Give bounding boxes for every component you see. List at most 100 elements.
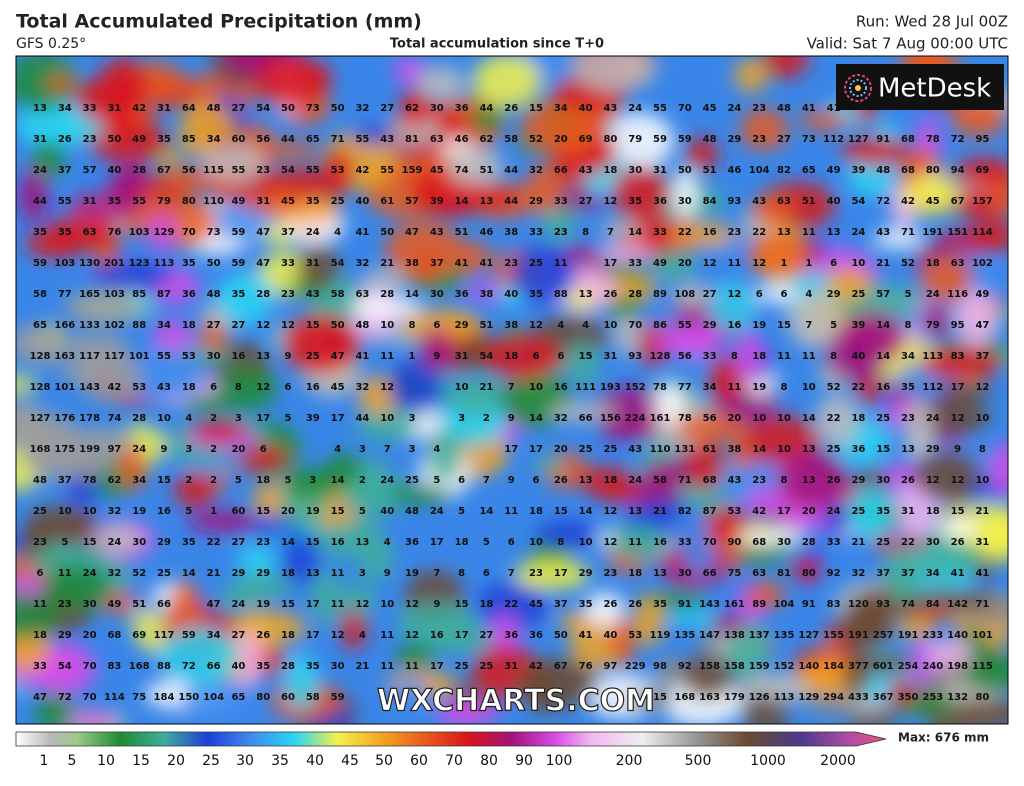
field-blob [40,116,106,141]
field-blob [881,546,922,602]
grid-value: 36 [653,196,667,207]
grid-value: 22 [207,537,221,548]
grid-value: 6 [533,351,540,362]
grid-value: 20 [83,630,97,641]
grid-value: 22 [678,227,692,238]
grid-value: 61 [380,196,394,207]
grid-value: 58 [653,475,667,486]
grid-value: 132 [947,692,968,703]
grid-value: 14 [281,537,295,548]
grid-value: 23 [256,537,270,548]
grid-value: 21 [207,568,221,579]
grid-value: 166 [54,320,75,331]
grid-value: 101 [972,630,993,641]
grid-value: 35 [306,661,320,672]
grid-value: 2 [359,475,366,486]
field-blob [708,354,744,402]
field-blob [734,331,765,379]
field-blob [899,618,934,641]
grid-value: 47 [33,692,47,703]
grid-value: 53 [331,165,345,176]
field-blob [593,386,667,437]
grid-value: 40 [504,289,518,300]
grid-value: 24 [107,537,121,548]
field-blob [173,471,216,508]
grid-value: 163 [699,692,720,703]
field-blob [510,245,576,304]
field-blob [355,404,420,442]
grid-value: 21 [851,537,865,548]
field-blob [750,194,794,225]
field-blob [399,87,428,128]
grid-value: 62 [479,134,493,145]
grid-value: 68 [901,134,915,145]
grid-value: 12 [331,630,345,641]
grid-value: 80 [603,134,617,145]
grid-value: 63 [83,227,97,238]
grid-value: 159 [749,661,770,672]
grid-value: 5 [905,289,912,300]
grid-value: 129 [798,692,819,703]
grid-value: 367 [873,692,894,703]
grid-value: 41 [975,568,989,579]
grid-value: 39 [306,413,320,424]
grid-value: 26 [901,475,915,486]
grid-value: 29 [703,320,717,331]
grid-value: 37 [281,227,295,238]
grid-value: 53 [182,351,196,362]
grid-value: 50 [678,165,692,176]
field-blob [236,545,277,576]
colorbar-label: 80 [480,753,498,769]
grid-value: 32 [851,568,865,579]
grid-value: 40 [851,351,865,362]
grid-value: 56 [703,413,717,424]
field-blob [799,109,849,131]
grid-value: 117 [79,351,100,362]
colorbar-label: 35 [271,753,289,769]
grid-value: 120 [848,599,869,610]
grid-value: 9 [161,444,168,455]
valid-time: Valid: Sat 7 Aug 00:00 UTC [807,35,1008,53]
grid-value: 43 [727,475,741,486]
field-blob [231,573,294,598]
field-blob [937,518,979,539]
grid-value: 101 [54,382,75,393]
grid-value: 11 [58,568,72,579]
field-blob [25,228,84,259]
grid-value: 17 [256,413,270,424]
grid-value: 29 [455,320,469,331]
grid-value: 25 [579,444,593,455]
grid-value: 104 [749,165,770,176]
grid-value: 39 [851,320,865,331]
grid-value: 37 [58,165,72,176]
field-blob [610,165,670,219]
grid-value: 40 [827,196,841,207]
field-blobs [16,56,1008,724]
field-blob [16,56,77,112]
grid-value: 25 [455,661,469,672]
grid-value: 12 [380,382,394,393]
grid-value: 88 [157,661,171,672]
grid-value: 80 [926,165,940,176]
field-blob [389,114,441,145]
grid-value: 240 [922,661,943,672]
grid-value: 17 [777,506,791,517]
grid-value: 198 [947,661,968,672]
grid-value: 79 [628,134,642,145]
grid-value: 15 [579,351,593,362]
grid-value: 14 [455,196,469,207]
grid-value: 254 [898,661,919,672]
grid-value: 43 [876,227,890,238]
grid-value: 87 [157,289,171,300]
grid-value: 50 [107,134,121,145]
grid-value: 31 [157,103,171,114]
grid-value: 127 [848,134,869,145]
grid-value: 33 [703,351,717,362]
grid-value: 113 [922,351,943,362]
grid-value: 59 [33,258,47,269]
grid-value: 23 [504,258,518,269]
grid-value: 59 [231,227,245,238]
grid-value: 68 [752,537,766,548]
grid-value: 60 [231,506,245,517]
grid-value: 57 [405,196,419,207]
